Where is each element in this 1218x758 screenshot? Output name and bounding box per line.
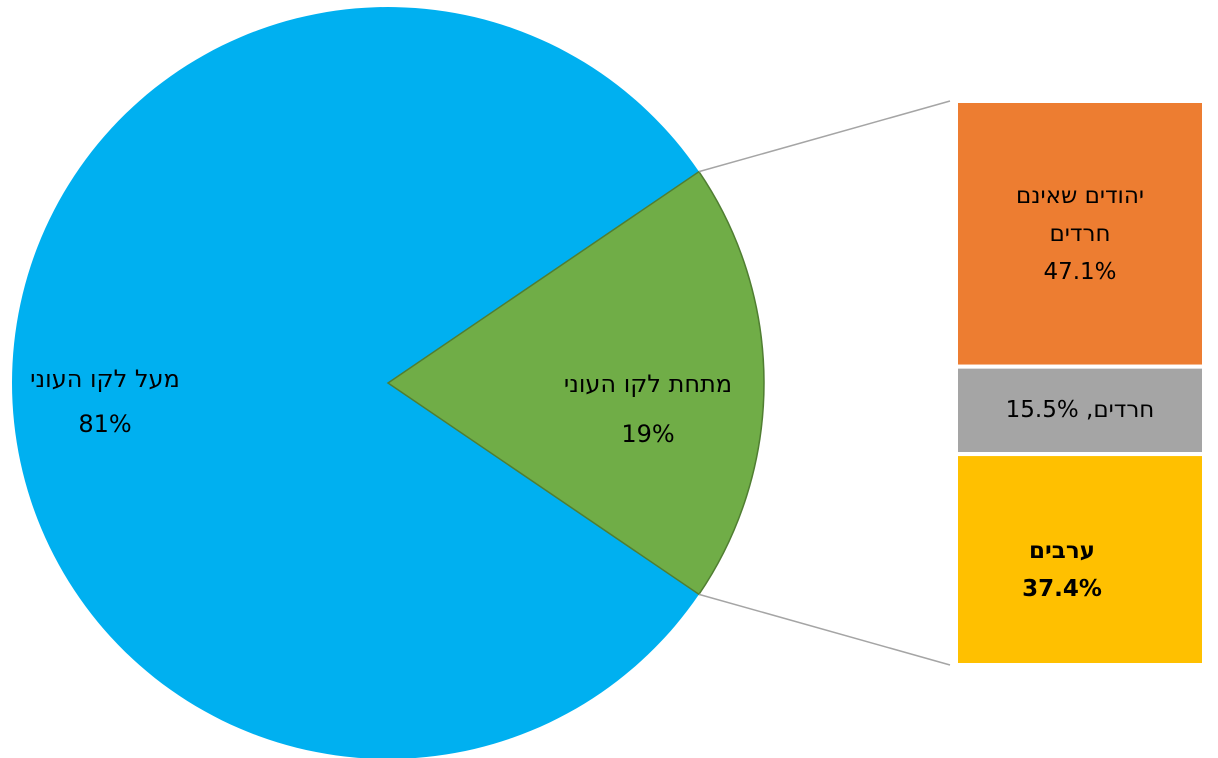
bar-segment [954, 364, 1206, 457]
pie-value-label: 19% [621, 420, 674, 448]
pie-label: מעל לקו העוני [30, 365, 180, 393]
bar-label: יהודים שאינם חרדים 47.1% [995, 177, 1165, 291]
connector-line [698, 100, 951, 173]
bar-segment [954, 452, 1206, 667]
bar-segment-group: חרדים [954, 364, 1206, 457]
bar-segment-group: יהודים שאינם חרדים [954, 99, 1206, 369]
bar-label: ערבים 37.4% [962, 532, 1162, 608]
bar-segment [954, 99, 1206, 369]
bar-value-label: חרדים, 15.5% [1005, 397, 1155, 424]
bar-segment-group: ערבים [954, 452, 1206, 667]
bar-value-label: 47.1% [1043, 258, 1117, 285]
bar-category-label: ערבים [1029, 538, 1095, 565]
pie-label: מתחת לקו העוני [564, 370, 732, 398]
bar-category-label: יהודים שאינם חרדים [1016, 182, 1144, 247]
pie-value-label: 81% [78, 410, 131, 438]
pie-slice [386, 170, 765, 596]
connector-line [698, 593, 951, 666]
pie-slice [12, 7, 699, 758]
bar-value-label: 37.4% [1022, 576, 1102, 603]
